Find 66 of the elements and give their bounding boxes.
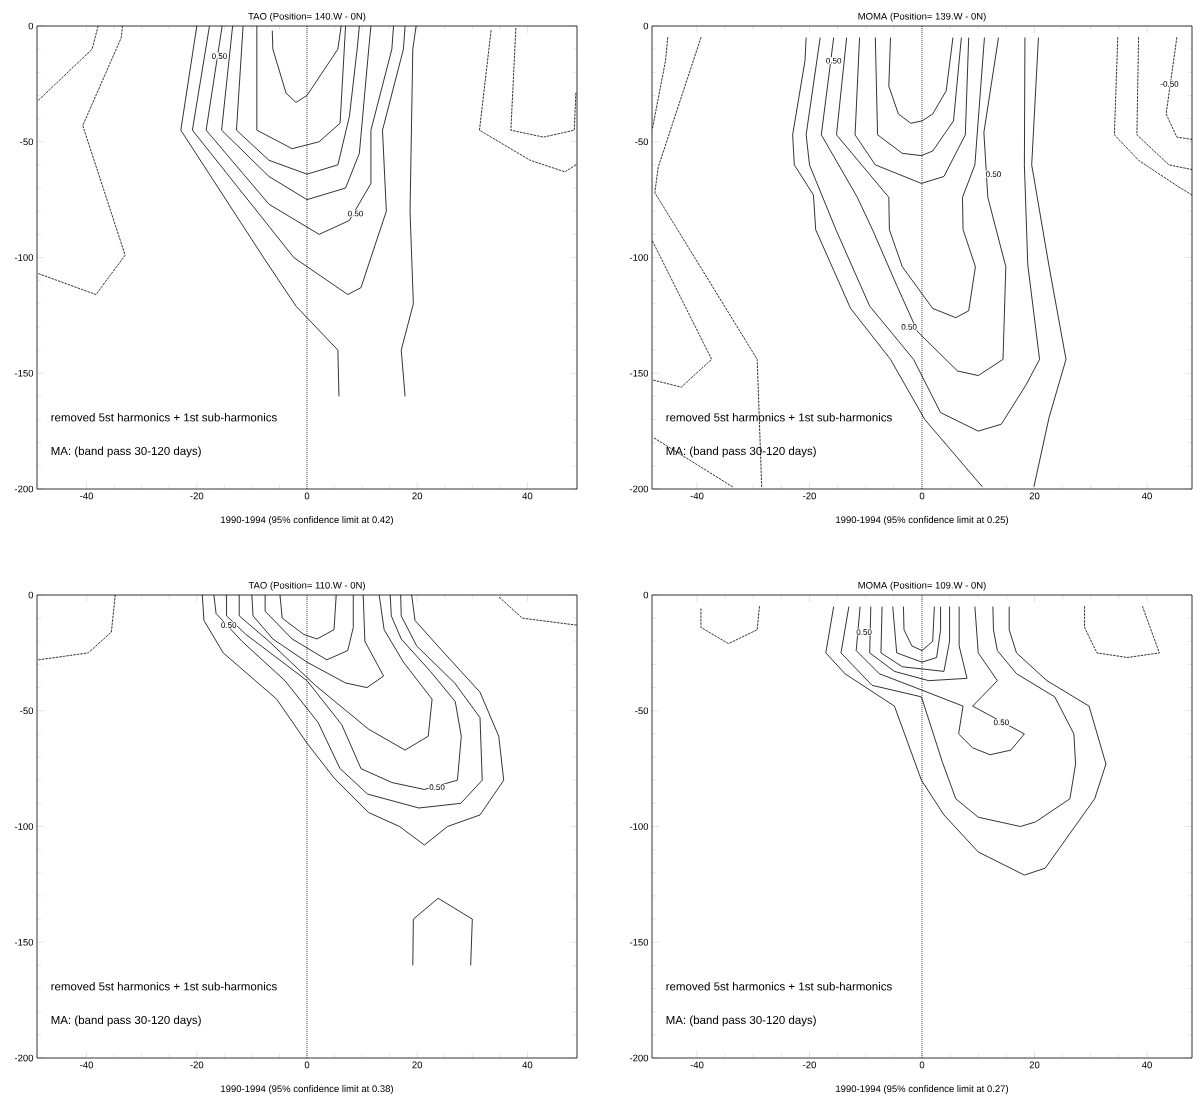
annotation: 0.50 xyxy=(348,210,363,217)
y-tick-label: -50 xyxy=(20,138,34,146)
y-tick-label: 0 xyxy=(28,591,34,599)
y-tick-label: -100 xyxy=(14,254,34,261)
annotation: removed 5st harmonics + 1st sub-harmonics xyxy=(51,413,277,422)
x-tick-label: 40 xyxy=(522,1061,533,1069)
y-tick-label: -200 xyxy=(14,485,34,493)
annotation: 0.50 xyxy=(993,719,1009,726)
annotation: MA: (band pass 30-120 days) xyxy=(51,446,201,458)
y-tick-label: -50 xyxy=(635,707,649,715)
x-tick-label: -20 xyxy=(803,492,816,500)
annotation: MA: (band pass 30-120 days) xyxy=(51,1015,201,1027)
chart-title: TAO (Position= 140.W - 0N) xyxy=(248,12,366,22)
y-tick-label: -150 xyxy=(14,938,34,946)
annotation: 0.50 xyxy=(221,622,237,628)
chart-title: TAO (Position= 110.W - 0N) xyxy=(248,581,365,591)
annotation: removed 5st harmonics + 1st sub-harmonics xyxy=(666,413,892,422)
y-tick-label: -100 xyxy=(629,823,649,830)
x-tick-label: -40 xyxy=(690,492,704,500)
x-tick-label: 20 xyxy=(412,492,423,500)
annotation: -0.50 xyxy=(1160,81,1179,87)
y-tick-label: -100 xyxy=(629,254,649,261)
x-tick-label: 20 xyxy=(1029,1061,1040,1069)
x-axis-title: 1990-1994 (95% confidence limit at 0.38) xyxy=(221,1085,393,1094)
x-tick-label: 20 xyxy=(412,1061,423,1069)
y-tick-label: -200 xyxy=(14,1054,34,1062)
y-tick-label: 0 xyxy=(643,591,649,599)
x-tick-label: -20 xyxy=(190,1061,204,1069)
x-axis-title: 1990-1994 (95% confidence limit at 0.27) xyxy=(836,1085,1008,1094)
x-tick-label: -20 xyxy=(190,492,204,500)
y-tick-label: -50 xyxy=(20,707,34,715)
y-tick-label: -200 xyxy=(629,1054,649,1062)
annotation: 0.50 xyxy=(856,629,872,635)
annotation: 0.50 xyxy=(211,53,227,59)
y-tick-label: -150 xyxy=(629,938,649,946)
y-tick-label: -200 xyxy=(629,485,649,493)
annotation: removed 5st harmonics + 1st sub-harmonics xyxy=(51,982,277,991)
annotation: MA: (band pass 30-120 days) xyxy=(666,1015,816,1027)
annotation: MA: (band pass 30-120 days) xyxy=(666,446,816,458)
x-tick-label: 40 xyxy=(1141,1061,1152,1069)
x-tick-label: 20 xyxy=(1029,492,1040,500)
x-tick-label: -40 xyxy=(690,1061,704,1069)
x-axis-title: 1990-1994 (95% confidence limit at 0.42) xyxy=(221,516,393,525)
y-tick-label: -150 xyxy=(629,369,649,377)
x-tick-label: 0 xyxy=(919,492,925,500)
y-tick-label: -150 xyxy=(14,369,34,377)
annotation: 0.50 xyxy=(985,171,1001,177)
x-tick-label: -40 xyxy=(80,492,94,500)
x-axis-title: 1990-1994 (95% confidence limit at 0.25) xyxy=(836,516,1008,525)
x-tick-label: 40 xyxy=(1141,492,1152,500)
x-tick-label: 0 xyxy=(919,1061,925,1069)
chart-title: MOMA (Position= 109.W - 0N) xyxy=(858,581,986,591)
x-tick-label: 40 xyxy=(522,492,533,500)
y-tick-label: 0 xyxy=(28,22,34,30)
annotation: 0.50 xyxy=(826,57,842,64)
annotation: 0.50 xyxy=(901,324,917,330)
x-tick-label: -20 xyxy=(803,1061,816,1069)
x-tick-label: 0 xyxy=(304,492,310,500)
annotation: 0.50 xyxy=(429,784,445,790)
chart-title: MOMA (Position= 139.W - 0N) xyxy=(858,12,986,22)
y-tick-label: -50 xyxy=(635,138,649,146)
y-tick-label: 0 xyxy=(643,22,649,30)
x-tick-label: 0 xyxy=(304,1061,310,1069)
x-tick-label: -40 xyxy=(80,1061,94,1069)
annotation: removed 5st harmonics + 1st sub-harmonics xyxy=(666,982,892,991)
y-tick-label: -100 xyxy=(14,823,34,830)
